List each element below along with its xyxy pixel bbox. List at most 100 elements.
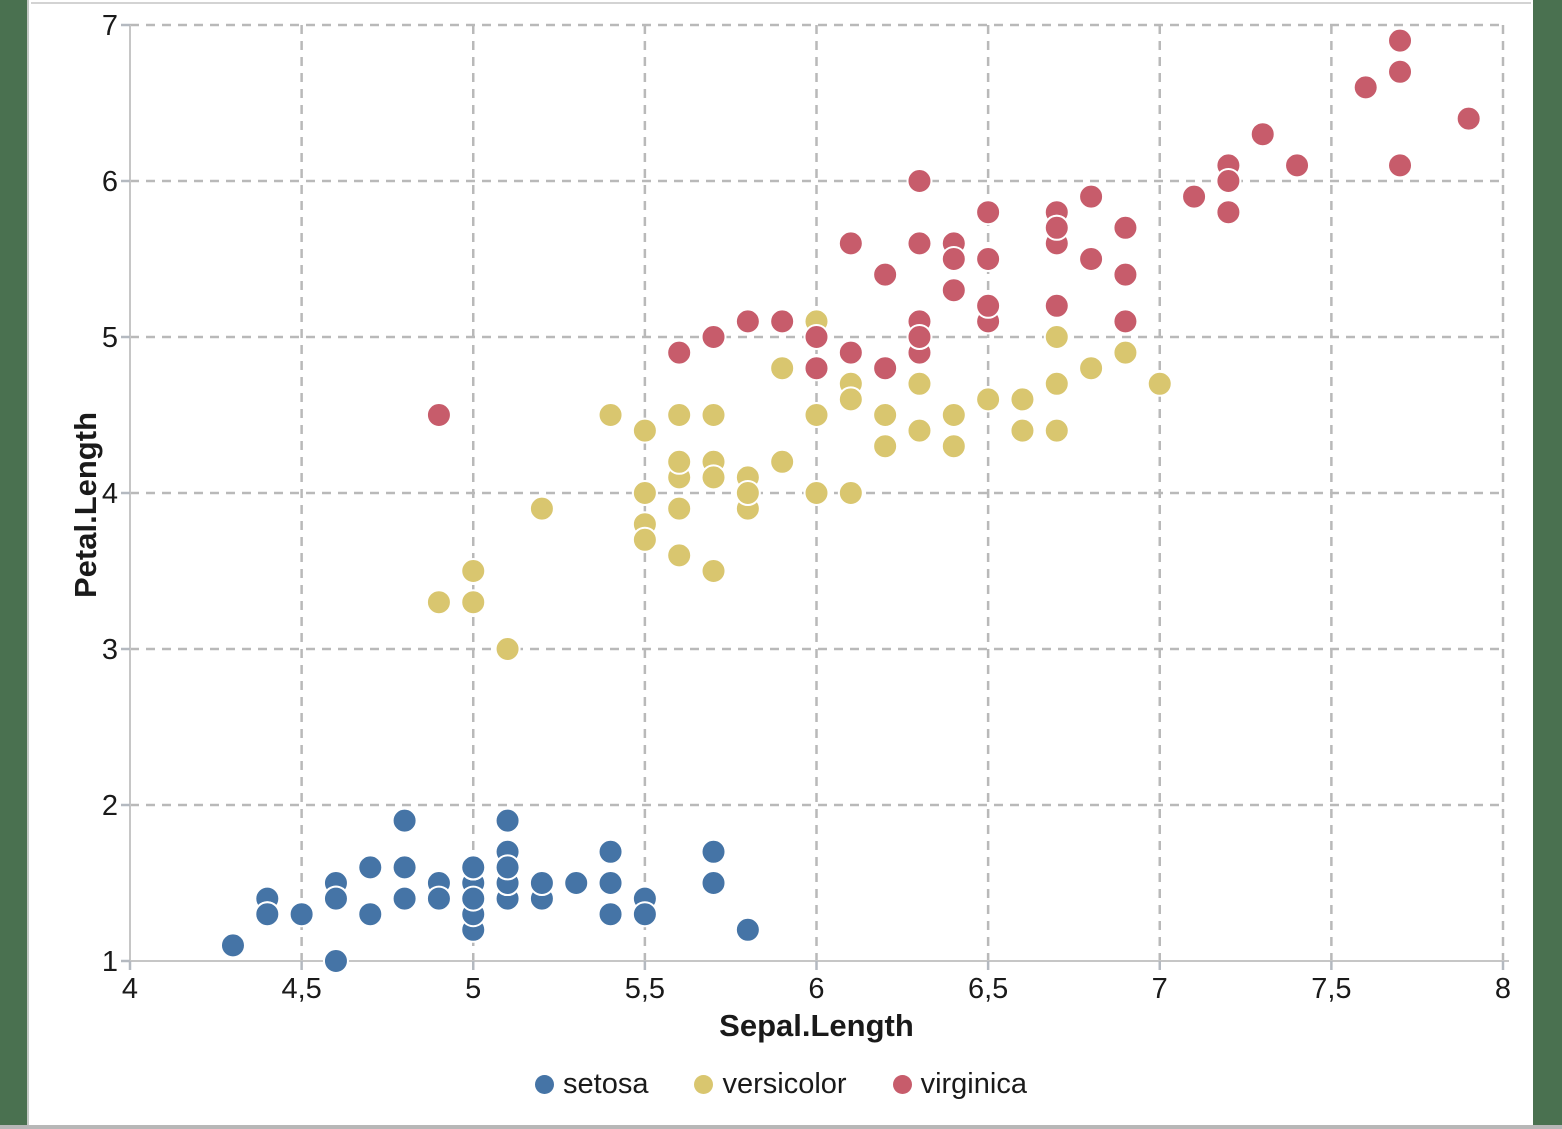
- point-setosa[interactable]: [391, 807, 418, 834]
- point-versicolor[interactable]: [494, 636, 521, 662]
- point-versicolor[interactable]: [837, 480, 864, 506]
- point-setosa[interactable]: [563, 870, 590, 896]
- point-virginica[interactable]: [906, 230, 933, 257]
- point-setosa[interactable]: [391, 885, 418, 912]
- point-setosa[interactable]: [425, 885, 452, 912]
- point-virginica[interactable]: [1387, 27, 1414, 54]
- point-setosa[interactable]: [597, 838, 624, 865]
- point-virginica[interactable]: [1043, 214, 1070, 241]
- point-virginica[interactable]: [872, 261, 899, 288]
- point-versicolor[interactable]: [666, 448, 693, 475]
- point-virginica[interactable]: [1455, 105, 1482, 132]
- point-versicolor[interactable]: [1043, 324, 1070, 350]
- point-versicolor[interactable]: [769, 448, 796, 475]
- point-versicolor[interactable]: [1146, 370, 1173, 397]
- point-virginica[interactable]: [1387, 152, 1414, 179]
- point-setosa[interactable]: [254, 901, 281, 928]
- point-versicolor[interactable]: [700, 464, 727, 491]
- point-versicolor[interactable]: [700, 558, 727, 584]
- point-versicolor[interactable]: [700, 402, 727, 428]
- point-virginica[interactable]: [975, 246, 1002, 272]
- point-setosa[interactable]: [734, 916, 761, 943]
- point-versicolor[interactable]: [975, 386, 1002, 413]
- point-versicolor[interactable]: [906, 417, 933, 444]
- point-virginica[interactable]: [1112, 308, 1139, 335]
- point-virginica[interactable]: [906, 168, 933, 194]
- point-versicolor[interactable]: [631, 417, 658, 444]
- point-versicolor[interactable]: [460, 558, 487, 584]
- point-versicolor[interactable]: [1078, 355, 1105, 382]
- point-setosa[interactable]: [322, 885, 349, 912]
- point-setosa[interactable]: [494, 807, 521, 834]
- point-versicolor[interactable]: [872, 433, 899, 460]
- point-setosa[interactable]: [322, 948, 349, 974]
- point-setosa[interactable]: [460, 885, 487, 912]
- point-versicolor[interactable]: [666, 542, 693, 569]
- point-virginica[interactable]: [940, 277, 967, 304]
- legend-item-versicolor[interactable]: versicolor: [694, 1068, 847, 1101]
- point-versicolor[interactable]: [872, 402, 899, 428]
- point-setosa[interactable]: [631, 901, 658, 928]
- point-virginica[interactable]: [837, 230, 864, 257]
- point-setosa[interactable]: [219, 932, 246, 959]
- point-setosa[interactable]: [700, 870, 727, 896]
- point-setosa[interactable]: [597, 901, 624, 928]
- point-virginica[interactable]: [1215, 199, 1242, 226]
- point-virginica[interactable]: [837, 339, 864, 366]
- point-virginica[interactable]: [1249, 121, 1276, 148]
- point-virginica[interactable]: [769, 308, 796, 335]
- point-versicolor[interactable]: [803, 480, 830, 506]
- point-setosa[interactable]: [288, 901, 315, 928]
- point-versicolor[interactable]: [528, 495, 555, 522]
- point-versicolor[interactable]: [597, 402, 624, 428]
- point-virginica[interactable]: [803, 324, 830, 350]
- point-versicolor[interactable]: [1009, 417, 1036, 444]
- point-virginica[interactable]: [1043, 292, 1070, 319]
- point-virginica[interactable]: [1078, 246, 1105, 272]
- point-virginica[interactable]: [1284, 152, 1311, 179]
- point-versicolor[interactable]: [1009, 386, 1036, 413]
- legend-item-virginica[interactable]: virginica: [892, 1068, 1027, 1101]
- point-versicolor[interactable]: [769, 355, 796, 382]
- point-setosa[interactable]: [357, 901, 384, 928]
- point-virginica[interactable]: [1078, 183, 1105, 210]
- point-virginica[interactable]: [872, 355, 899, 382]
- point-setosa[interactable]: [700, 838, 727, 865]
- point-setosa[interactable]: [528, 870, 555, 896]
- point-virginica[interactable]: [666, 339, 693, 366]
- point-versicolor[interactable]: [940, 433, 967, 460]
- point-virginica[interactable]: [1112, 214, 1139, 241]
- point-virginica[interactable]: [975, 292, 1002, 319]
- point-setosa[interactable]: [597, 870, 624, 896]
- point-virginica[interactable]: [1112, 261, 1139, 288]
- point-versicolor[interactable]: [837, 386, 864, 413]
- point-versicolor[interactable]: [425, 589, 452, 616]
- point-versicolor[interactable]: [631, 480, 658, 506]
- point-versicolor[interactable]: [940, 402, 967, 428]
- point-setosa[interactable]: [357, 854, 384, 881]
- point-setosa[interactable]: [391, 854, 418, 881]
- point-virginica[interactable]: [975, 199, 1002, 226]
- point-virginica[interactable]: [1181, 183, 1208, 210]
- point-versicolor[interactable]: [1112, 339, 1139, 366]
- point-virginica[interactable]: [906, 324, 933, 350]
- point-virginica[interactable]: [700, 324, 727, 350]
- point-versicolor[interactable]: [803, 402, 830, 428]
- point-setosa[interactable]: [460, 854, 487, 881]
- point-versicolor[interactable]: [666, 495, 693, 522]
- point-versicolor[interactable]: [666, 402, 693, 428]
- point-virginica[interactable]: [425, 402, 452, 428]
- point-virginica[interactable]: [940, 246, 967, 272]
- point-versicolor[interactable]: [631, 526, 658, 553]
- point-virginica[interactable]: [1215, 168, 1242, 194]
- point-virginica[interactable]: [1387, 58, 1414, 85]
- point-virginica[interactable]: [803, 355, 830, 382]
- legend-item-setosa[interactable]: setosa: [535, 1068, 648, 1101]
- point-virginica[interactable]: [1352, 74, 1379, 101]
- point-versicolor[interactable]: [906, 370, 933, 397]
- point-versicolor[interactable]: [734, 480, 761, 506]
- point-versicolor[interactable]: [1043, 417, 1070, 444]
- point-virginica[interactable]: [734, 308, 761, 335]
- point-setosa[interactable]: [494, 854, 521, 881]
- point-versicolor[interactable]: [460, 589, 487, 616]
